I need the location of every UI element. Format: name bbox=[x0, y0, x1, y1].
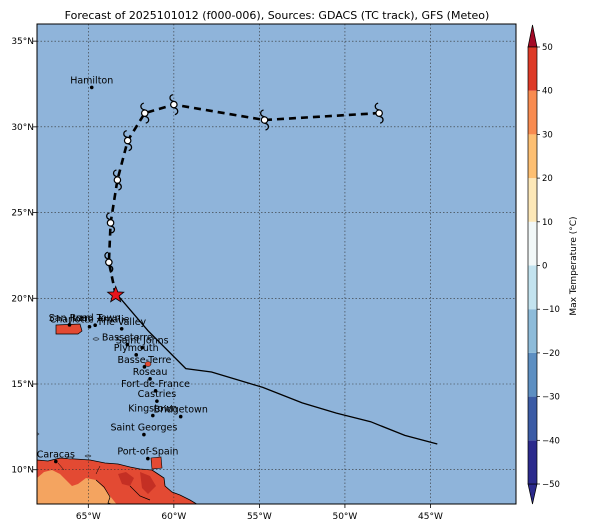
trinidad-island bbox=[150, 456, 163, 470]
city-dot bbox=[119, 327, 124, 331]
city-dot bbox=[153, 389, 158, 393]
map-axis-ticks: 65°W 60°W 55°W 50°W 45°W 10°N 15°N 20°N 25°N 30°N… bbox=[11, 37, 443, 522]
hurricane-icon bbox=[123, 129, 133, 152]
colorbar-tick-label: −40 bbox=[542, 436, 560, 446]
colorbar-segment bbox=[528, 178, 537, 222]
city-dot bbox=[151, 413, 155, 418]
city-dot bbox=[93, 323, 97, 328]
city-label: Saint Georges bbox=[110, 423, 177, 434]
city-dot bbox=[54, 459, 58, 464]
city-label: Hamilton bbox=[70, 75, 113, 86]
hurricane-icon bbox=[374, 102, 384, 124]
city-dot bbox=[155, 399, 159, 403]
city-dot bbox=[125, 342, 130, 347]
lat-tick-label: 15°N bbox=[11, 380, 34, 390]
city-label: Bridgetown bbox=[154, 405, 208, 416]
colorbar-segment bbox=[528, 309, 537, 353]
temperature-colorbar: −50 −40 −30 −20 −10 0 10 20 30 40 50 bbox=[527, 24, 560, 505]
city-label: Fort-de-France bbox=[121, 379, 190, 390]
colorbar-segment bbox=[528, 396, 537, 441]
city-label: Caracas bbox=[37, 449, 75, 460]
city-dot bbox=[142, 365, 147, 369]
city-dot bbox=[142, 432, 146, 437]
small-islands bbox=[37, 337, 152, 460]
colorbar-tick-label: −10 bbox=[542, 305, 560, 315]
colorbar-segment bbox=[528, 221, 537, 266]
colorbar-tick-label: −30 bbox=[542, 393, 560, 403]
map-title: Forecast of 2025101012 (f000-006), Sourc… bbox=[65, 9, 490, 22]
city-label: Port-of-Spain bbox=[117, 447, 178, 458]
city-dot bbox=[140, 345, 145, 350]
city-label: San Juan bbox=[49, 313, 91, 324]
city-label: Basse-Terre bbox=[117, 355, 171, 366]
colorbar-segment bbox=[528, 440, 537, 484]
colorbar-segment bbox=[528, 90, 537, 135]
colorbar-tick-label: 0 bbox=[542, 262, 547, 272]
current-position-star bbox=[106, 285, 125, 303]
city-label: Kingstown bbox=[128, 404, 177, 415]
lat-tick-label: 35°N bbox=[11, 37, 34, 47]
lon-tick-label: 50°W bbox=[332, 512, 357, 522]
city-dot bbox=[134, 353, 139, 357]
colorbar-tick-label: 20 bbox=[542, 174, 553, 184]
city-dot bbox=[146, 456, 150, 461]
city-dot bbox=[67, 323, 72, 327]
ocean-background bbox=[37, 24, 516, 504]
colorbar-segment bbox=[528, 47, 537, 91]
colorbar-segment bbox=[528, 265, 537, 310]
city-dot bbox=[178, 414, 183, 419]
lon-tick-label: 65°W bbox=[76, 512, 101, 522]
graticule-gridlines bbox=[37, 24, 516, 504]
hurricane-icon bbox=[104, 251, 114, 273]
lon-tick-label: 60°W bbox=[161, 512, 186, 522]
city-dot bbox=[89, 85, 94, 90]
lat-tick-label: 25°N bbox=[11, 209, 34, 219]
colorbar-tick-label: 10 bbox=[542, 218, 553, 228]
colorbar-tick-label: 50 bbox=[542, 43, 553, 53]
city-dot bbox=[87, 324, 92, 329]
past-track-line bbox=[116, 294, 438, 445]
hurricane-icon bbox=[106, 212, 116, 234]
hurricane-icon bbox=[112, 169, 122, 191]
colorbar-tick-label: 40 bbox=[542, 87, 553, 97]
city-label: Castries bbox=[138, 389, 177, 400]
colorbar-segment bbox=[528, 134, 537, 179]
lat-tick-label: 20°N bbox=[11, 294, 34, 304]
lat-tick-label: 30°N bbox=[11, 123, 34, 133]
colorbar-min-extend bbox=[527, 483, 538, 505]
city-label: Roseau bbox=[133, 367, 168, 378]
city-label: The Valley bbox=[96, 317, 146, 328]
city-label: Saint Johns bbox=[116, 336, 169, 347]
colorbar-tick-label: −50 bbox=[542, 480, 560, 490]
city-label: Road Town bbox=[70, 313, 121, 324]
current-position-star-icon bbox=[106, 285, 125, 303]
hurricane-icon bbox=[140, 102, 150, 124]
colorbar-tick-label: −20 bbox=[542, 349, 560, 359]
lon-tick-label: 45°W bbox=[418, 512, 443, 522]
colorbar-segment bbox=[528, 352, 537, 397]
lon-tick-label: 55°W bbox=[247, 512, 272, 522]
city-label: Charlotte Amalie bbox=[50, 315, 130, 326]
lat-tick-label: 10°N bbox=[11, 466, 34, 476]
hurricane-symbols bbox=[104, 93, 384, 273]
map-frame bbox=[36, 23, 517, 505]
puerto-rico-island bbox=[55, 323, 83, 335]
colorbar-tick-label: 30 bbox=[542, 130, 553, 140]
city-dot bbox=[148, 377, 152, 381]
colorbar-label: Max Temperature (°C) bbox=[569, 216, 579, 315]
city-label: Basseterre bbox=[102, 333, 153, 344]
colorbar-max-extend bbox=[527, 24, 538, 48]
hurricane-icon bbox=[169, 93, 179, 116]
hurricane-icon bbox=[260, 109, 270, 131]
city-label: Plymouth bbox=[114, 343, 159, 354]
